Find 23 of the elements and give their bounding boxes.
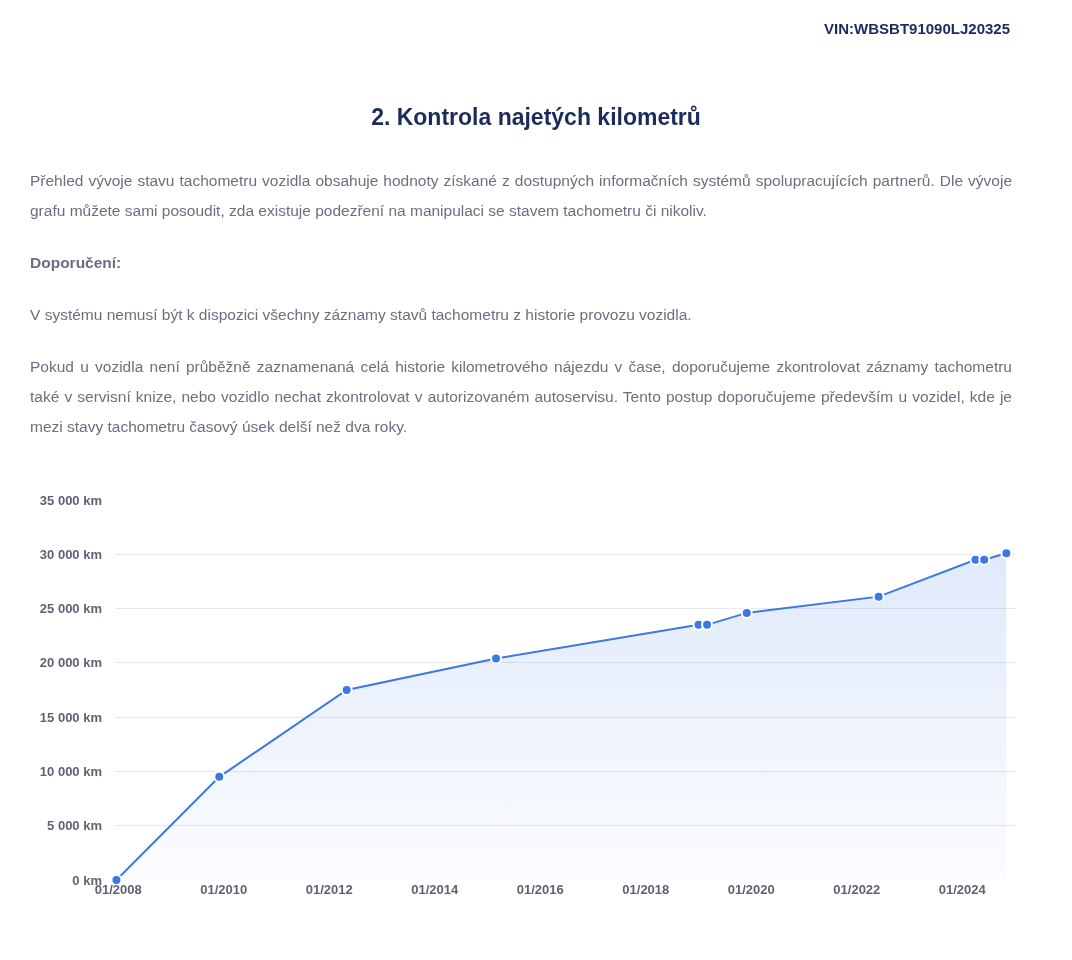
y-tick-label: 25 000 km [39, 601, 102, 617]
x-tick-label: 01/2018 [622, 882, 670, 897]
x-tick-label: 01/2024 [938, 882, 987, 897]
x-tick-label: 01/2020 [727, 882, 775, 897]
y-tick-label: 10 000 km [39, 763, 102, 779]
x-tick-label: 01/2012 [305, 882, 353, 897]
point [978, 553, 991, 566]
y-tick-label: 30 000 km [39, 546, 102, 562]
text: V systému nemusí být k dispozici všechny záznamy stavů tachometru z historie provozu vozidla. [30, 305, 693, 325]
y-tick-label: 35 000 km [39, 492, 102, 508]
y-tick-label: 20 000 km [39, 655, 102, 671]
text: Pokud u vozidla není průběžně zaznamenaná celá historie kilometrového nájezdu v čase, doporučujeme zkontrolovat záznamy tachometru také v servisní knize, nebo vozidlo nechat zkontrolovat v autorizovaném autoservisu. Tento postup doporučujeme především u vozidel, kde je mezi stavy tachometru časový úsek delší než dva roky. [30, 357, 1012, 437]
chart-title: 2. Kontrola najetých kilometrů [370, 104, 702, 131]
x-tick-label: 01/2022 [833, 882, 881, 897]
x-tick-label: 01/2014 [411, 882, 460, 897]
point [213, 770, 226, 783]
y-tick-label: 15 000 km [39, 709, 102, 725]
y-tick-label: 5 000 km [47, 818, 102, 834]
text: Doporučení: [30, 253, 123, 273]
text: Přehled vývoje stavu tachometru vozidla obsahuje hodnoty získané z dostupných informačních systémů spolupracujících partnerů. Dle vývoje grafu můžete sami posoudit, zda existuje podezření na manipulaci se stavem tachometru či nikoliv. [30, 171, 1012, 221]
x-tick-label: 01/2010 [200, 882, 248, 897]
x-tick-label: 01/2016 [516, 882, 564, 897]
text: VIN:WBSBT91090LJ20325 [824, 20, 1010, 37]
